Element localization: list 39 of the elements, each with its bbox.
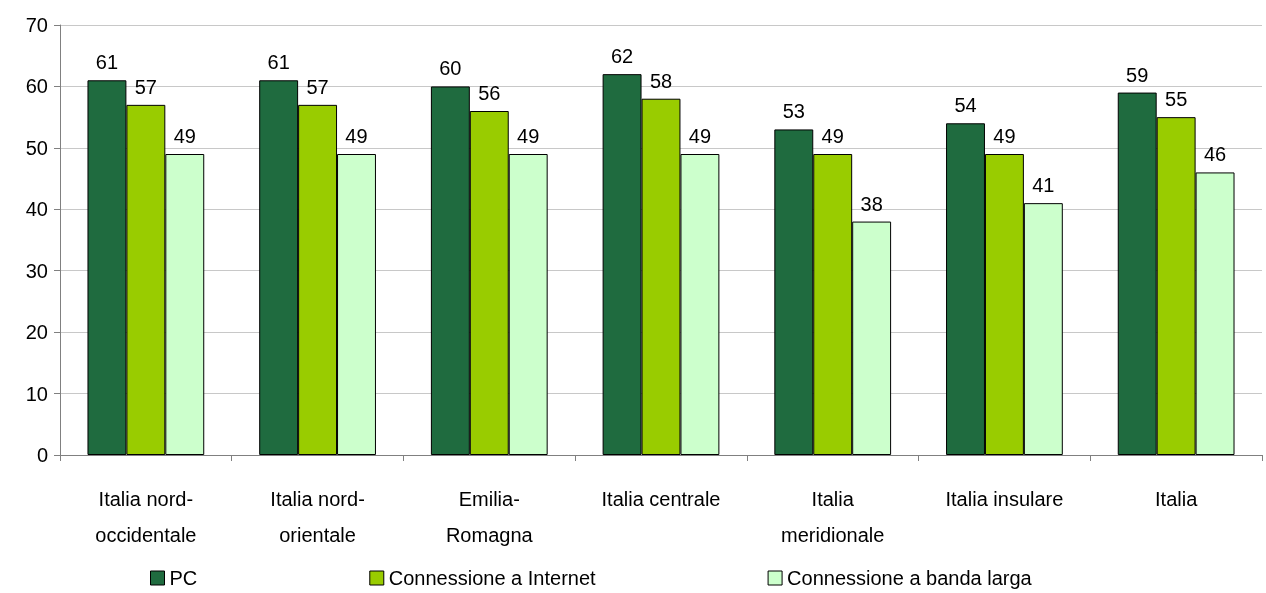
data-label: 49 [345,125,368,147]
y-tick-label: 30 [25,259,48,282]
data-label: 41 [1032,174,1055,197]
data-label: 61 [267,51,290,74]
data-label: 61 [95,51,119,74]
y-tick-label: 40 [25,198,48,221]
data-label: 59 [1126,63,1149,86]
data-label: 54 [954,94,977,117]
data-label: 53 [782,100,805,123]
data-label: 60 [439,57,462,80]
data-label: 49 [173,125,196,147]
data-label: 56 [478,82,501,104]
data-label: 57 [134,75,157,98]
data-label: 38 [860,192,883,215]
data-label: 46 [1203,143,1227,166]
y-tick-label: 10 [25,382,48,405]
y-tick-label: 70 [25,14,48,36]
data-label: 55 [1165,88,1188,111]
data-label: 49 [688,125,712,147]
x-tick-label: Italia nord-orientale [270,488,365,546]
legend-label: PC [169,567,198,589]
data-label: 57 [306,75,329,98]
legend-label: Connessione a banda larga [787,567,1033,589]
y-tick-label: 60 [25,75,48,98]
y-tick-label: 20 [25,321,48,344]
data-label: 49 [993,125,1016,147]
x-tick-label: Italia [1155,488,1199,510]
y-tick-label: 0 [36,444,48,466]
data-label: 49 [821,125,844,147]
data-label: 62 [610,45,634,68]
x-tick-label: Italia nord-occidentale [95,488,197,546]
x-tick-label: Emilia-Romagna [445,488,534,546]
x-tick-label: Italia centrale [601,488,721,510]
data-label: 58 [649,69,673,92]
legend-label: Connessione a Internet [388,567,597,589]
x-tick-label: Italia insulare [945,488,1064,510]
y-tick-label: 50 [25,136,48,159]
data-label: 49 [517,125,540,147]
x-tick-label: Italia meridionale [781,488,885,546]
